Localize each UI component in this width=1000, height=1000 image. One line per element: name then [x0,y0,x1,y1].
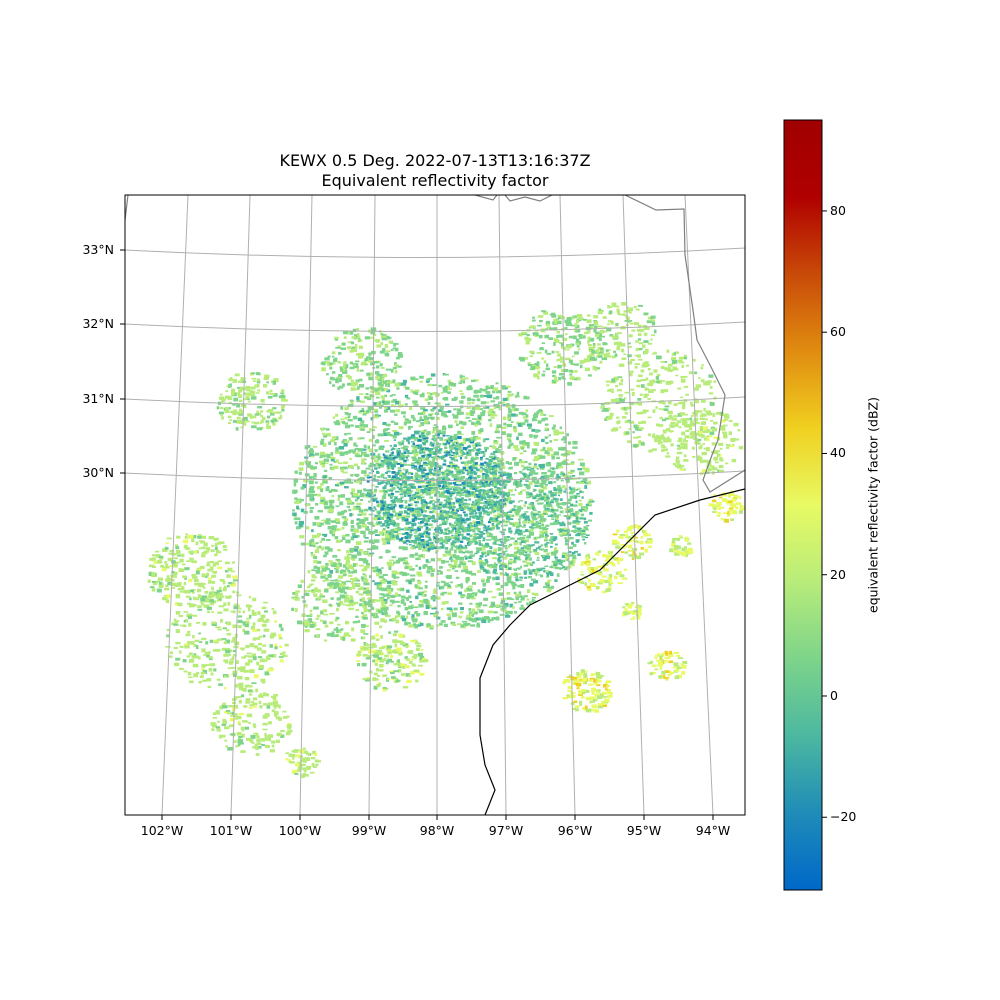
lat-tick-label: 31°N [82,391,114,406]
lon-tick-label: 98°W [419,823,455,838]
colorbar-tick-label: 40 [830,445,846,461]
colorbar-tick-label: 60 [830,324,846,340]
lon-tick-label: 94°W [695,823,731,838]
coastline [479,488,745,815]
lat-tick-label: 32°N [82,316,114,331]
meridian-line [230,195,251,815]
meridian-line [299,195,313,815]
colorbar-tick-marks [822,210,827,818]
map-area [125,195,745,815]
colorbar-tick-label: 20 [830,566,846,582]
parallel-line [125,321,745,333]
colorbar-label: equivalent reflectivity factor (dBZ) [865,397,881,613]
parallel-line [125,470,745,482]
parallel-line [125,247,745,259]
lon-tick-label: 96°W [557,823,593,838]
state-border-line [125,195,745,493]
graticule [125,195,745,815]
colorbar-tick-label: 0 [830,687,838,703]
map-title-line2: Equivalent reflectivity factor [321,171,549,190]
lat-tick-label: 33°N [82,242,114,257]
colorbar [783,119,823,891]
map-title-line1: KEWX 0.5 Deg. 2022-07-13T13:16:37Z [279,151,591,170]
meridian-line [622,195,645,815]
lon-tick-label: 102°W [140,823,184,838]
state-borders [125,195,745,493]
lon-tick-label: 99°W [351,823,387,838]
meridian-line [161,195,189,815]
lon-tick-marks [161,815,714,820]
lat-tick-marks [120,249,125,474]
lat-tick-label: 30°N [82,465,114,480]
lon-tick-label: 101°W [209,823,253,838]
lon-tick-label: 95°W [626,823,662,838]
meridian-line [684,195,714,815]
colorbar-tick-label: −20 [830,809,857,825]
meridian-line [498,195,507,815]
parallel-line [125,396,745,408]
meridian-line [368,195,376,815]
lon-tick-label: 100°W [278,823,322,838]
map-frame [124,194,746,816]
colorbar-tick-label: 80 [830,202,846,218]
meridian-line [559,195,576,815]
lon-tick-label: 97°W [488,823,524,838]
radar-echoes [147,302,745,778]
